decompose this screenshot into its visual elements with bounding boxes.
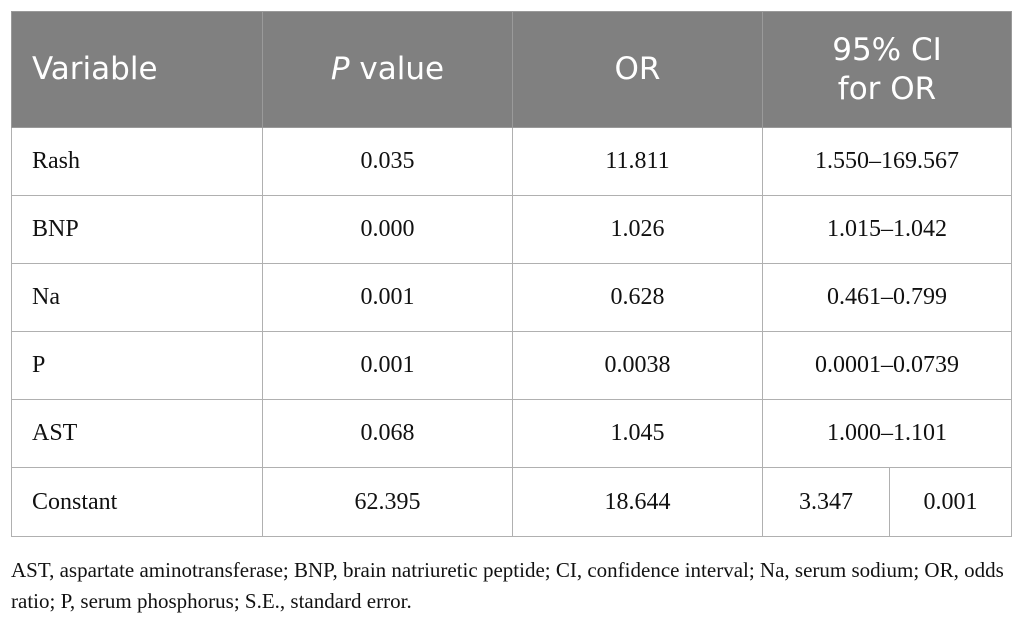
cell-or: 11.811: [512, 127, 763, 196]
header-ci-line1: 95% CI: [832, 31, 942, 68]
cell-variable: P: [11, 331, 263, 400]
table-row: P 0.001 0.0038 0.0001–0.0739: [11, 331, 1013, 400]
table-row: Na 0.001 0.628 0.461–0.799: [11, 263, 1013, 332]
cell-ci-b: 0.001: [888, 467, 1013, 537]
cell-or: 0.0038: [512, 331, 763, 400]
header-p-rest: value: [349, 51, 445, 88]
table-row: AST 0.068 1.045 1.000–1.101: [11, 399, 1013, 468]
header-ci-line2: for OR: [837, 70, 937, 107]
header-or: OR: [512, 11, 763, 128]
cell-p-value: 0.035: [262, 127, 513, 196]
cell-ci-a: 3.347: [762, 467, 890, 537]
cell-variable: Constant: [11, 467, 263, 537]
cell-p-value: 0.001: [262, 263, 513, 332]
cell-ci: 1.000–1.101: [761, 399, 1013, 468]
cell-p-value: 0.000: [262, 195, 513, 264]
cell-ci: 0.0001–0.0739: [761, 331, 1013, 400]
cell-or: 18.644: [512, 467, 763, 537]
results-table: Variable P value OR 95% CI for OR Rash 0.…: [11, 11, 1013, 537]
header-variable: Variable: [11, 11, 263, 128]
header-p-value: P value: [262, 11, 513, 128]
header-row: Variable P value OR 95% CI for OR: [11, 11, 1013, 128]
cell-p-value: 0.068: [262, 399, 513, 468]
cell-variable: AST: [11, 399, 263, 468]
cell-ci: 0.461–0.799: [761, 263, 1013, 332]
cell-or: 0.628: [512, 263, 763, 332]
cell-or: 1.026: [512, 195, 763, 264]
cell-or: 1.045: [512, 399, 763, 468]
header-ci: 95% CI for OR: [761, 11, 1013, 128]
cell-p-value: 62.395: [262, 467, 513, 537]
table-row: BNP 0.000 1.026 1.015–1.042: [11, 195, 1013, 264]
cell-ci: 1.550–169.567: [761, 127, 1013, 196]
constant-row: Constant 62.395 18.644 3.347 0.001: [11, 467, 1013, 537]
cell-variable: Rash: [11, 127, 263, 196]
cell-ci: 1.015–1.042: [761, 195, 1013, 264]
cell-p-value: 0.001: [262, 331, 513, 400]
cell-variable: Na: [11, 263, 263, 332]
cell-variable: BNP: [11, 195, 263, 264]
table-row: Rash 0.035 11.811 1.550–169.567: [11, 127, 1013, 196]
table-footnote: AST, aspartate aminotransferase; BNP, br…: [11, 558, 1004, 613]
header-p-italic: P: [330, 51, 350, 88]
